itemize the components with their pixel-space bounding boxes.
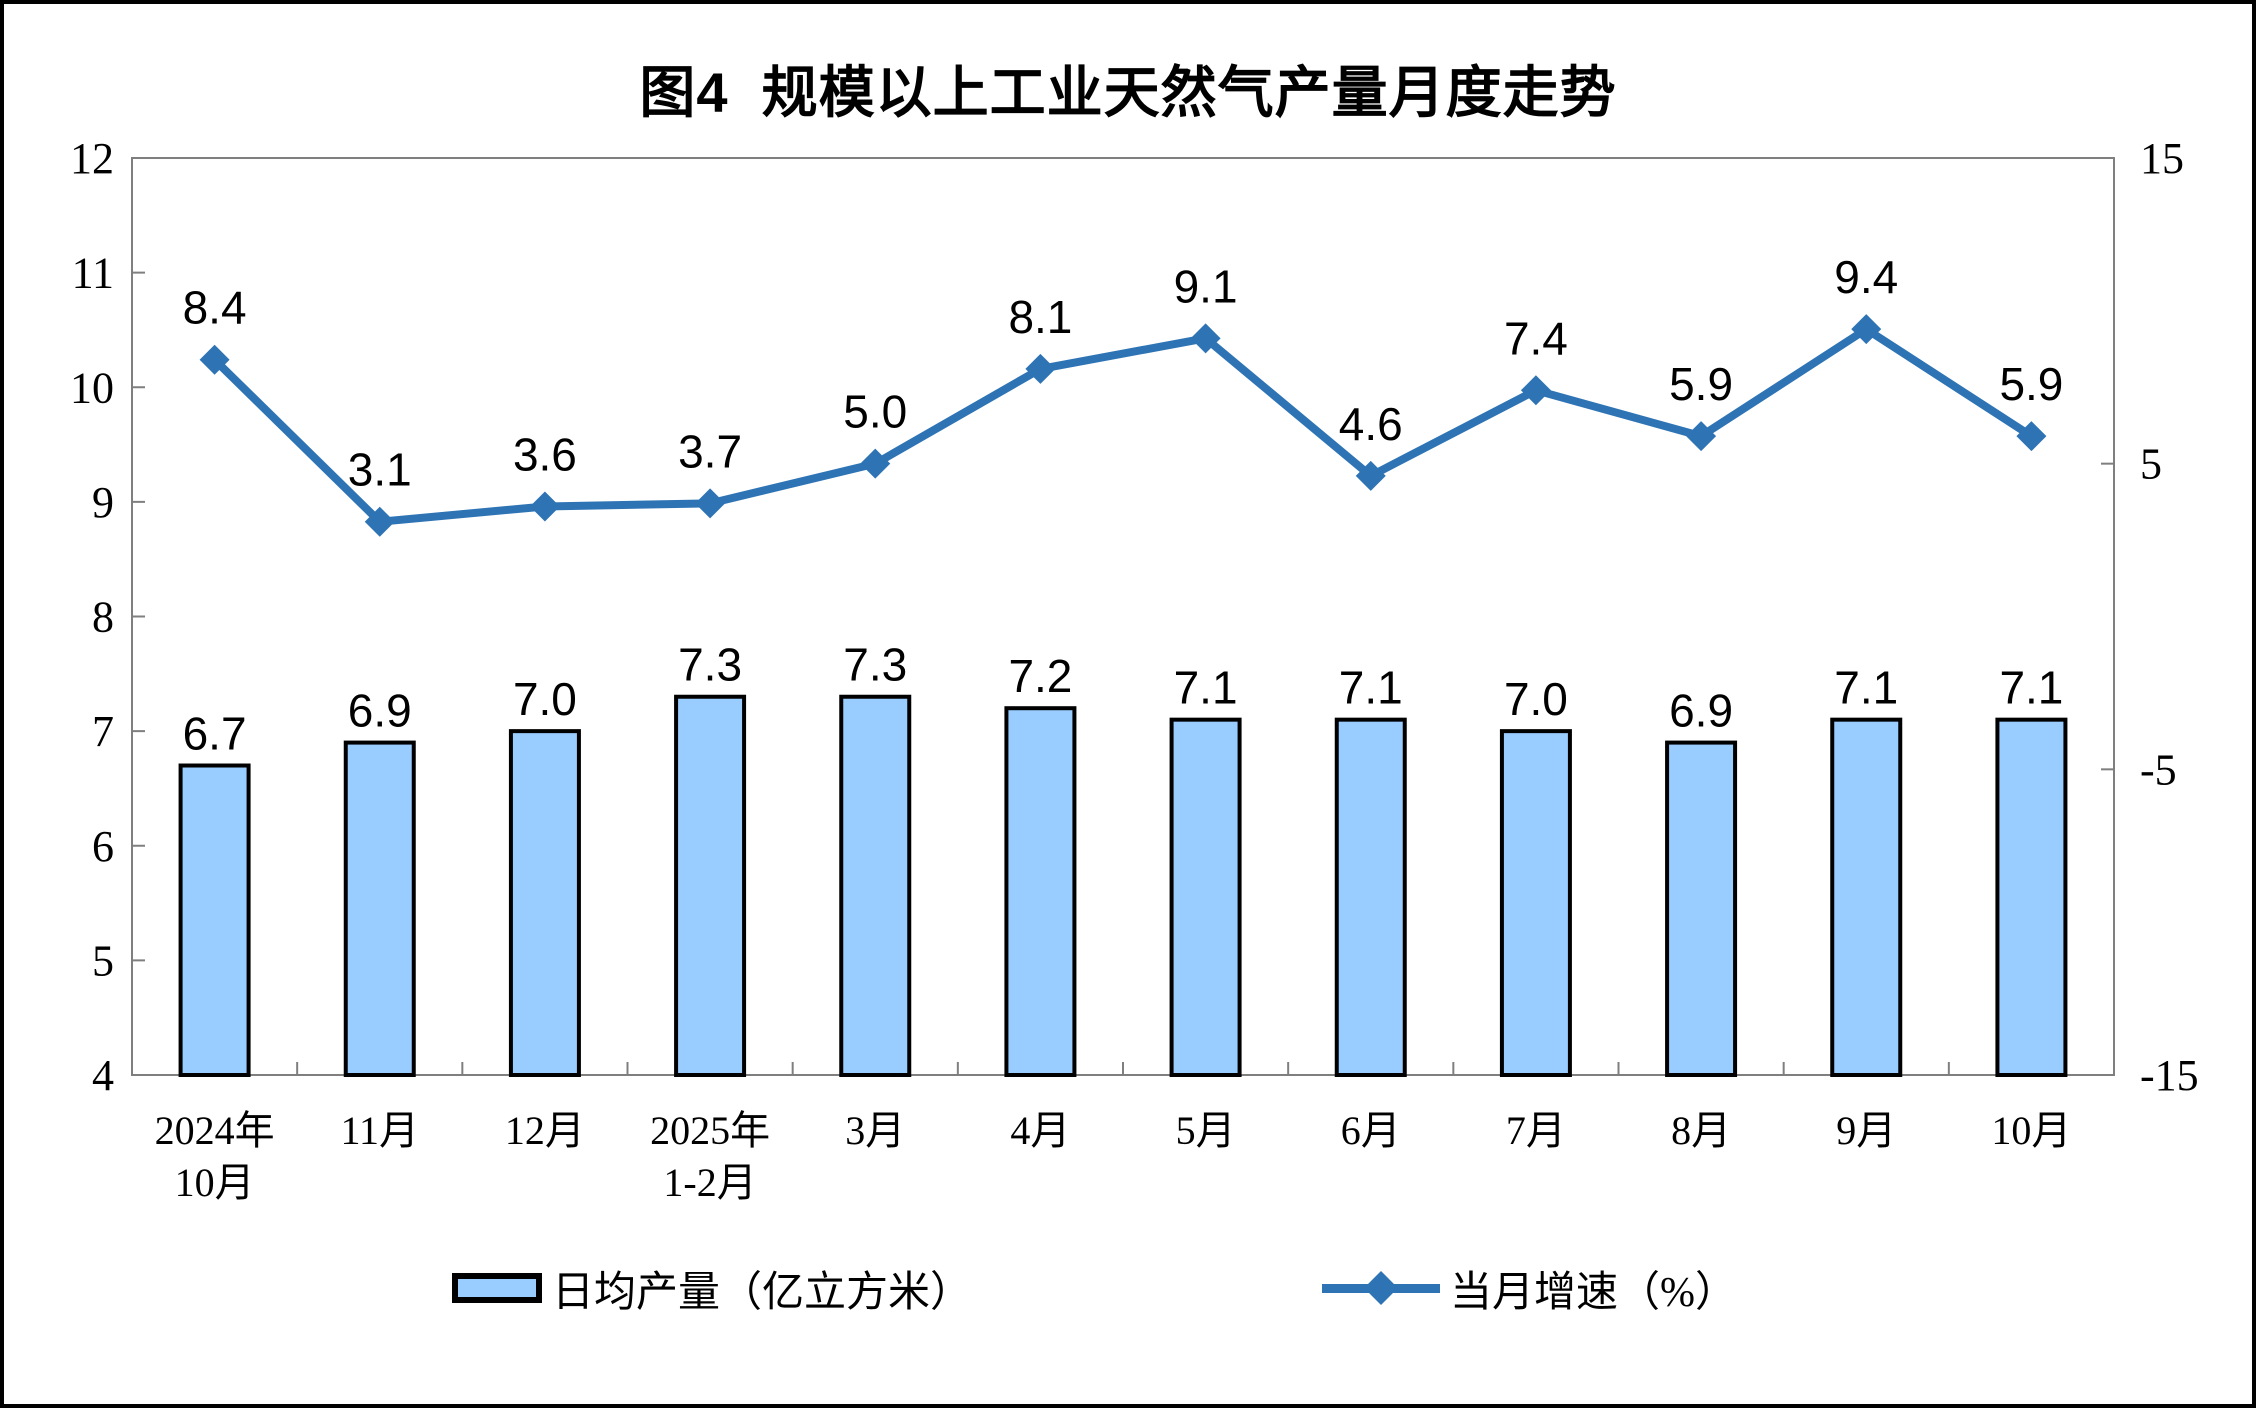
svg-text:7.4: 7.4	[1504, 312, 1568, 364]
svg-text:3.6: 3.6	[513, 428, 577, 480]
bars	[178, 694, 2068, 1078]
line-swatch-icon	[1322, 1271, 1440, 1305]
diamond-marker-icon	[1364, 1271, 1398, 1305]
bar	[674, 694, 747, 1077]
diamond-marker	[1520, 375, 1551, 406]
bar	[1334, 717, 1407, 1077]
svg-text:10: 10	[70, 363, 114, 412]
left-axis: 4 5 6 7 8 9 10 11 12	[70, 134, 145, 1100]
svg-text:2024年: 2024年	[155, 1108, 275, 1153]
svg-text:-15: -15	[2140, 1051, 2199, 1100]
svg-text:8: 8	[92, 593, 114, 642]
svg-text:7.3: 7.3	[843, 639, 907, 691]
line-value-labels: 8.4 3.1 3.6 3.7 5.0 8.1 9.1 4.6 7.4 5.9 9.4 5.9	[183, 251, 2064, 496]
bar	[508, 729, 581, 1077]
bar	[178, 763, 251, 1077]
svg-text:12月: 12月	[505, 1108, 585, 1153]
svg-text:1-2月: 1-2月	[663, 1160, 756, 1205]
diamond-marker	[529, 491, 560, 522]
bar	[1499, 729, 1572, 1077]
diamond-marker	[199, 344, 230, 375]
svg-text:7.2: 7.2	[1008, 650, 1072, 702]
svg-text:7.0: 7.0	[513, 673, 577, 725]
svg-text:3.7: 3.7	[678, 425, 742, 477]
chart-canvas: 4 5 6 7 8 9 10 11 12 -15 -5 5 15 2024年 10月 11月 12月 2025年 1…	[70, 134, 2199, 1205]
legend-item-daily-output: 日均产量（亿立方米）	[452, 1262, 972, 1316]
svg-text:7.0: 7.0	[1504, 673, 1568, 725]
svg-text:12: 12	[70, 134, 114, 183]
svg-text:9: 9	[92, 478, 114, 527]
svg-text:7月: 7月	[1506, 1108, 1566, 1153]
svg-text:4: 4	[92, 1051, 114, 1100]
svg-text:10月: 10月	[1991, 1108, 2071, 1153]
bar	[1995, 717, 2068, 1077]
svg-text:5.9: 5.9	[1669, 358, 1733, 410]
svg-text:6: 6	[92, 822, 114, 871]
bar	[343, 740, 416, 1078]
svg-text:8.1: 8.1	[1008, 291, 1072, 343]
svg-text:6.9: 6.9	[1669, 685, 1733, 737]
legend-item-growth-rate: 当月增速（%）	[1322, 1262, 1737, 1316]
diamond-marker	[1686, 421, 1717, 452]
svg-text:6.7: 6.7	[183, 708, 247, 760]
bar-value-labels: 6.7 6.9 7.0 7.3 7.3 7.2 7.1 7.1 7.0 6.9 7.1 7.1	[183, 639, 2064, 760]
bar	[1830, 717, 1903, 1077]
svg-text:8.4: 8.4	[183, 282, 247, 334]
svg-text:11: 11	[72, 249, 114, 298]
svg-text:11月: 11月	[340, 1108, 419, 1153]
svg-text:8月: 8月	[1671, 1108, 1731, 1153]
growth-line	[210, 325, 2036, 526]
svg-text:7.1: 7.1	[1834, 662, 1898, 714]
svg-text:5月: 5月	[1176, 1108, 1236, 1153]
diamond-marker	[1851, 314, 1882, 345]
chart-title: 图4 规模以上工业天然气产量月度走势	[639, 61, 1617, 124]
plot-frame	[131, 157, 2115, 1076]
diamond-marker	[695, 488, 726, 519]
svg-text:7: 7	[92, 707, 114, 756]
bar-swatch-icon	[452, 1273, 542, 1303]
svg-text:9.1: 9.1	[1174, 260, 1238, 312]
svg-text:7.1: 7.1	[1174, 662, 1238, 714]
svg-text:7.1: 7.1	[1339, 662, 1403, 714]
svg-text:3.1: 3.1	[348, 444, 412, 496]
svg-text:10月: 10月	[175, 1160, 255, 1205]
svg-text:-5: -5	[2140, 745, 2177, 794]
svg-text:15: 15	[2140, 134, 2184, 183]
right-axis: -15 -5 5 15	[2101, 134, 2199, 1100]
svg-text:2025年: 2025年	[650, 1108, 770, 1153]
svg-text:7.1: 7.1	[1999, 662, 2063, 714]
svg-text:6月: 6月	[1341, 1108, 1401, 1153]
x-axis-ticks	[296, 1062, 1950, 1075]
legend-label-daily-output: 日均产量（亿立方米）	[552, 1269, 973, 1316]
bar	[1004, 706, 1077, 1077]
svg-text:3月: 3月	[845, 1108, 905, 1153]
diamond-marker	[860, 448, 891, 479]
svg-text:5: 5	[2140, 440, 2162, 489]
bar	[839, 694, 912, 1077]
svg-text:7.3: 7.3	[678, 639, 742, 691]
diamond-marker	[1355, 460, 1386, 491]
diamond-marker	[364, 506, 395, 537]
diamond-marker	[1190, 323, 1221, 354]
svg-text:9月: 9月	[1836, 1108, 1896, 1153]
svg-text:5.0: 5.0	[843, 386, 907, 438]
bar	[1169, 717, 1242, 1077]
line-markers	[199, 314, 2047, 537]
svg-text:5.9: 5.9	[1999, 358, 2063, 410]
svg-text:9.4: 9.4	[1834, 251, 1898, 303]
svg-text:6.9: 6.9	[348, 685, 412, 737]
diamond-marker	[1025, 353, 1056, 384]
bar	[1665, 740, 1738, 1078]
svg-text:4月: 4月	[1010, 1108, 1070, 1153]
svg-text:5: 5	[92, 936, 114, 985]
x-axis-labels: 2024年 10月 11月 12月 2025年 1-2月 3月 4月 5月 6月 7月 8月 9月 10月	[155, 1108, 2072, 1205]
diamond-marker	[2016, 421, 2047, 452]
legend-label-growth-rate: 当月增速（%）	[1450, 1269, 1737, 1316]
svg-text:4.6: 4.6	[1339, 398, 1403, 450]
